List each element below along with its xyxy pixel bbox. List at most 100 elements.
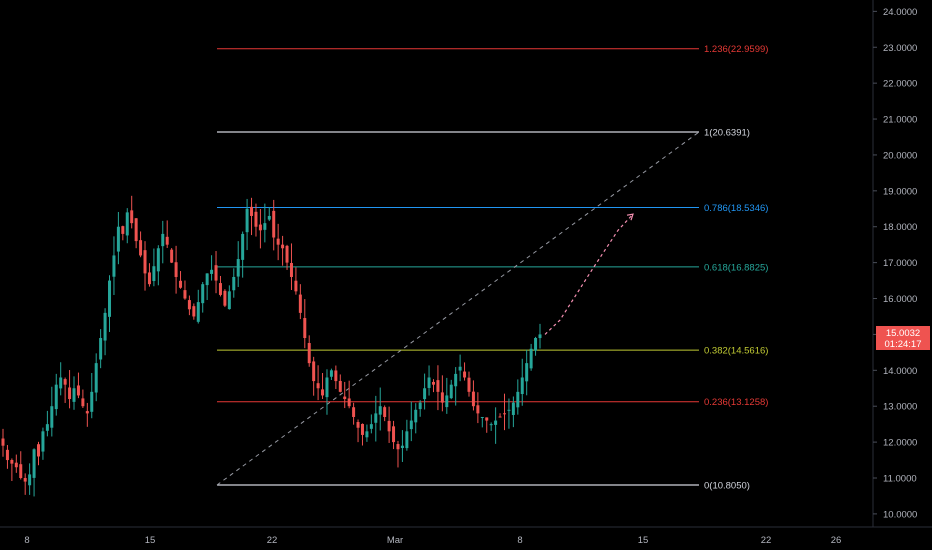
fib-level-label: 1(20.6391) [704,128,750,139]
candle-body [507,409,511,411]
candle-body [245,208,249,233]
candle-body [494,420,498,425]
projection-arrowhead [626,213,634,221]
candle-body [298,294,302,313]
candle-body [405,431,409,449]
candle-body [179,280,183,288]
price-tick-label: 14.0000 [883,366,917,377]
candle-body [161,233,165,247]
candle-body [72,388,76,402]
candle-body [125,212,129,236]
candle-body [347,398,351,407]
candle-body [254,211,258,227]
candle-body [241,233,245,260]
fib-level-label: 1.236(22.9599) [704,44,768,55]
candle-body [276,238,280,245]
candle-body [476,405,480,414]
candle-body [489,424,493,426]
candle-body [45,424,49,431]
candle-body [232,276,236,291]
projection-path[interactable] [544,213,634,335]
price-tick-label: 16.0000 [883,294,917,305]
candle-body [303,318,307,339]
candle-body [59,377,63,389]
candle-body [210,269,214,274]
candle-body [63,379,67,385]
candle-body [68,387,72,400]
price-tick-label: 23.0000 [883,43,917,54]
fibonacci-retracement[interactable]: 1.236(22.9599) 1(20.6391) 0.786(18.5346) 0.… [216,44,768,492]
candle-body [281,244,285,249]
candle-body [436,380,440,392]
price-axis[interactable]: 10.0000 11.0000 12.0000 13.0000 14.0000 15.00… [873,7,917,521]
fib-level-label: 0.786(18.5346) [704,203,768,214]
candle-body [121,226,125,234]
candle-body [409,420,413,430]
candle-body [192,306,196,317]
candle-body [236,259,240,277]
candle-body [440,392,444,403]
candle-body [427,377,431,388]
candle-body [321,389,325,396]
candle-body [81,398,85,407]
candle-body [423,388,427,400]
candle-body [263,223,267,230]
candle-body [285,245,289,263]
candle-body [502,413,506,415]
candle-body [272,210,276,238]
candle-body [5,449,9,461]
candle-body [316,383,320,389]
time-tick-label: 8 [24,535,29,546]
price-tick-label: 22.0000 [883,79,917,90]
candle-body [538,334,542,339]
candle-body [103,312,107,341]
candle-body [400,445,404,448]
candle-body [28,474,32,486]
candle-body [116,226,120,252]
time-tick-label: 22 [761,535,772,546]
candle-body [258,224,262,231]
candle-body [85,411,89,414]
candle-body [414,409,418,423]
price-tick-label: 11.0000 [883,474,917,485]
candle-body [383,407,387,417]
candle-body [520,377,524,395]
candle-body [392,426,396,443]
candle-body [352,407,356,417]
candle-body [454,373,458,387]
candle-body [227,291,231,310]
time-axis[interactable]: 8 15 22 Mar 8 15 22 26 [24,535,841,546]
price-tick-label: 12.0000 [883,438,917,449]
candle-body [511,402,515,415]
candle-body [267,215,271,220]
candle-body [187,300,191,310]
candle-body [94,363,98,393]
candle-body [449,384,453,399]
price-tick-label: 19.0000 [883,186,917,197]
time-tick-label: 15 [145,535,156,546]
candle-body [196,302,200,322]
last-price-value: 15.0032 [886,328,920,339]
candle-body [374,413,378,423]
candle-body [369,424,373,429]
candle-body [360,423,364,435]
candle-body [134,218,138,242]
candle-body [529,348,533,369]
last-price-tag-bg [876,326,930,350]
candle-body [23,478,27,482]
candle-body [458,366,462,371]
fib-level-label: 0(10.8050) [704,481,750,492]
candle-body [201,284,205,304]
candle-body [90,391,94,412]
candle-body [32,449,36,478]
price-tick-label: 10.0000 [883,509,917,520]
price-tick-label: 18.0000 [883,222,917,233]
price-tick-label: 21.0000 [883,115,917,126]
candle-body [223,290,227,306]
candle-body [143,250,147,274]
candle-body [205,273,209,286]
candle-body [325,377,329,398]
candle-body [37,444,41,457]
